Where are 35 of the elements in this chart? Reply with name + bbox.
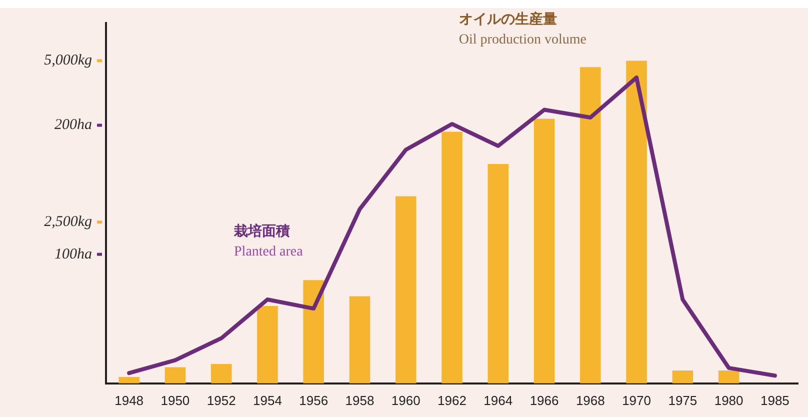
x-tick-label: 1958 [345, 392, 374, 408]
bar [257, 306, 278, 384]
bar [626, 60, 647, 384]
bar [395, 196, 416, 384]
x-tick-label: 1948 [114, 392, 144, 408]
x-tick-label: 1980 [714, 392, 744, 408]
bar [210, 364, 232, 384]
bar [303, 280, 324, 384]
y2-tick-label: 100ha [54, 246, 92, 262]
series-label: オイルの生産量 Oil production volume [458, 10, 586, 48]
bar [118, 376, 140, 384]
text: 栽培面積 Planted area [233, 222, 304, 260]
x-tick-label: 1956 [299, 392, 328, 408]
bar [442, 132, 462, 384]
bar [164, 367, 186, 384]
x-tick-label: 1970 [622, 392, 651, 408]
y-tick-label: 2,500kg [44, 214, 92, 230]
y2-tick-label: 200ha [54, 117, 92, 134]
x-tick-label: 1964 [484, 392, 513, 408]
x-tick-label: 1966 [530, 392, 559, 408]
x-tick-label: 1975 [668, 392, 698, 408]
bar [488, 164, 509, 384]
x-tick-label: 1962 [438, 392, 466, 408]
bar [718, 370, 740, 384]
x-tick-label: 1950 [160, 392, 190, 408]
bar [580, 67, 601, 384]
x-tick-label: 1960 [391, 392, 420, 408]
x-tick-label: 1954 [253, 392, 282, 408]
bar [349, 296, 370, 384]
x-tick-label: 1985 [760, 392, 790, 408]
bar [534, 118, 555, 384]
x-tick-label: 1952 [206, 392, 236, 408]
x-tick-label: 1968 [576, 392, 605, 408]
bar [672, 370, 694, 384]
y-tick-label: 5,000kg [44, 52, 92, 69]
